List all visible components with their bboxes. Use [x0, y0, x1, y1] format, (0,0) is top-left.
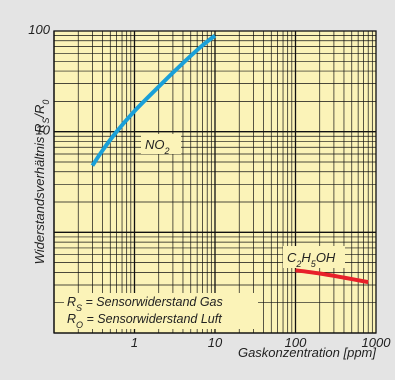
plot-frame: [53, 30, 377, 334]
series-label-ethanol-part: 2: [295, 259, 301, 269]
x-tick-label: 1: [131, 335, 138, 350]
legend-line-0-part: = Sensorwiderstand Gas: [82, 295, 223, 309]
y-axis-label-sub1: S: [41, 118, 51, 124]
legend-line-rs: RS = Sensorwiderstand Gas: [67, 295, 223, 313]
series-label-ethanol-part: OH: [316, 250, 336, 265]
legend-line-0-part: S: [76, 303, 82, 313]
x-tick-label: 1000: [362, 335, 392, 350]
legend-line-0-part: R: [67, 295, 76, 309]
series-label-no2-text: NO2: [145, 137, 170, 156]
legend-line-1-part: = Sensorwiderstand Luft: [83, 312, 222, 326]
series-label-ethanol-part: 5: [311, 259, 317, 269]
series-label-ethanol: C2H5OH: [283, 246, 345, 269]
series-label-ethanol-part: H: [301, 250, 311, 265]
series-line-1: [295, 268, 369, 285]
series-label-no2-part: 2: [164, 146, 170, 156]
series-layer: [90, 34, 369, 285]
y-axis-label-sub2: 0: [41, 100, 51, 105]
legend-line-1-part: O: [76, 320, 83, 330]
series-label-ethanol-text: C2H5OH: [287, 250, 336, 269]
y-axis-label-mid: /R: [32, 105, 47, 119]
series-label-no2-part: NO: [145, 137, 165, 152]
legend-box: RS = Sensorwiderstand Gas RO = Sensorwid…: [64, 293, 258, 330]
series-line-0: [90, 34, 217, 167]
legend-line-ro: RO = Sensorwiderstand Luft: [67, 312, 222, 330]
y-axis-label-main: Widerstandsverhältnis R: [32, 124, 47, 265]
legend-line-1-part: R: [67, 312, 76, 326]
y-tick-label: 10: [36, 123, 51, 138]
grid-major: [53, 30, 377, 334]
series-label-no2: NO2: [141, 134, 181, 156]
x-axis-label: Gaskonzentration [ppm]: [238, 345, 376, 360]
y-tick-label: 100: [28, 22, 50, 37]
tick-labels: 1 10 100 1000 10 100: [28, 22, 391, 350]
x-tick-label: 10: [208, 335, 223, 350]
x-tick-label: 100: [285, 335, 307, 350]
series-label-ethanol-part: C: [287, 250, 297, 265]
y-axis-label: Widerstandsverhältnis RS/R0: [32, 100, 51, 265]
